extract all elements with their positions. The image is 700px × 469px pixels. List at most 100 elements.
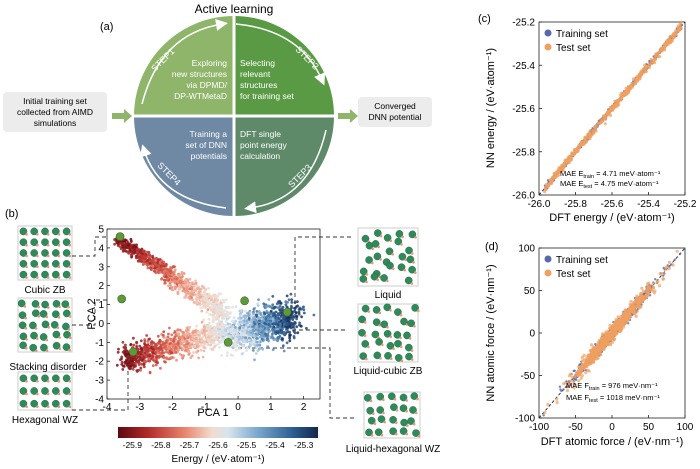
pca-point bbox=[284, 303, 288, 307]
atom-small bbox=[25, 405, 28, 409]
test-point bbox=[592, 131, 596, 135]
arrow-right-icon bbox=[112, 109, 132, 123]
pca-point bbox=[273, 305, 276, 309]
pca-point bbox=[199, 287, 202, 291]
pca-point bbox=[116, 350, 120, 354]
pca-point bbox=[257, 341, 261, 344]
pca-point bbox=[146, 258, 150, 262]
pca-point bbox=[190, 286, 194, 289]
pca-point bbox=[211, 340, 214, 344]
atom-large bbox=[19, 249, 28, 257]
atom-large bbox=[394, 308, 402, 316]
pca-point bbox=[288, 339, 292, 343]
pca-point bbox=[134, 362, 137, 366]
pca-point bbox=[275, 318, 279, 321]
training-point bbox=[654, 278, 657, 281]
test-point bbox=[603, 114, 607, 118]
pca-point bbox=[247, 316, 251, 320]
pca-point bbox=[140, 255, 144, 258]
step4-text: potentials bbox=[191, 151, 227, 161]
atom-large bbox=[30, 399, 39, 408]
pca-point bbox=[176, 329, 179, 332]
pca-point bbox=[168, 349, 172, 353]
pca-point bbox=[140, 248, 144, 251]
pca-point bbox=[200, 336, 203, 340]
pca-point bbox=[124, 343, 127, 347]
test-point bbox=[578, 143, 583, 147]
atom-small bbox=[380, 433, 384, 437]
pca-point bbox=[151, 358, 155, 362]
atom-large bbox=[62, 387, 71, 395]
pca-point bbox=[169, 266, 173, 269]
step4-text: Training a bbox=[190, 129, 228, 139]
pca-point bbox=[254, 313, 258, 317]
pca-point bbox=[159, 270, 162, 274]
atom-large bbox=[52, 399, 60, 408]
pca-point bbox=[174, 351, 178, 354]
test-point bbox=[650, 62, 654, 66]
pca-point bbox=[204, 336, 208, 340]
atom-large bbox=[394, 339, 402, 348]
pca-point bbox=[256, 333, 259, 337]
pca-point bbox=[214, 338, 218, 342]
pca-point bbox=[169, 356, 172, 360]
pca-xtick-label: 1 bbox=[268, 402, 274, 413]
atom-small bbox=[25, 233, 28, 236]
atom-small bbox=[36, 276, 39, 279]
pca-point bbox=[244, 309, 247, 313]
training-point bbox=[562, 388, 565, 391]
training-point bbox=[560, 389, 563, 392]
atom-large bbox=[407, 319, 416, 328]
atom-small bbox=[25, 380, 28, 383]
test-point bbox=[660, 49, 664, 53]
pca-point bbox=[219, 301, 223, 305]
test-point bbox=[672, 34, 676, 39]
atom-large bbox=[62, 343, 71, 351]
pca-point bbox=[215, 322, 219, 326]
pca-point bbox=[215, 329, 218, 332]
pca-point bbox=[228, 312, 232, 315]
atom-large bbox=[52, 341, 61, 350]
pca-point bbox=[182, 340, 186, 344]
pca-point bbox=[122, 241, 126, 245]
atom-large bbox=[386, 261, 394, 270]
pca-point bbox=[292, 330, 296, 334]
energy-xlabel: DFT energy / (eV·atom⁻¹) bbox=[549, 212, 674, 224]
pca-point bbox=[243, 317, 247, 320]
pca-point bbox=[247, 314, 251, 317]
pca-point bbox=[282, 322, 286, 326]
pca-point bbox=[224, 305, 228, 309]
pca-point bbox=[249, 327, 253, 331]
pca-point bbox=[288, 324, 292, 328]
atom-small bbox=[35, 337, 39, 340]
atom-large bbox=[30, 374, 39, 383]
pca-point bbox=[249, 344, 252, 347]
atom-small bbox=[391, 253, 395, 256]
atom-large bbox=[361, 304, 370, 313]
pca-point bbox=[120, 360, 124, 364]
atom-small bbox=[414, 411, 418, 415]
pca-point bbox=[222, 300, 226, 304]
pca-point bbox=[255, 340, 259, 344]
pca-point bbox=[277, 336, 280, 339]
pca-point bbox=[159, 366, 162, 370]
pca-point bbox=[181, 347, 185, 351]
pca-point bbox=[150, 346, 153, 350]
atom-large bbox=[52, 330, 61, 339]
pca-point bbox=[231, 306, 234, 309]
pca-point bbox=[294, 311, 298, 315]
initial-training-text: Initial training set bbox=[23, 96, 87, 106]
atom-large bbox=[32, 309, 40, 318]
pca-point bbox=[267, 311, 270, 315]
xtick-label: -25.4 bbox=[637, 199, 660, 210]
pca-point bbox=[121, 368, 125, 371]
panel-label-c: (c) bbox=[478, 13, 491, 25]
pca-point bbox=[129, 343, 133, 346]
panel-label-b: (b) bbox=[5, 208, 18, 220]
atom-large bbox=[31, 300, 40, 308]
colorbar-tick-label: -25.5 bbox=[237, 440, 257, 450]
atom-large bbox=[365, 256, 373, 264]
pca-point bbox=[143, 256, 147, 260]
pca-point bbox=[125, 364, 129, 367]
pca-point bbox=[191, 298, 194, 302]
